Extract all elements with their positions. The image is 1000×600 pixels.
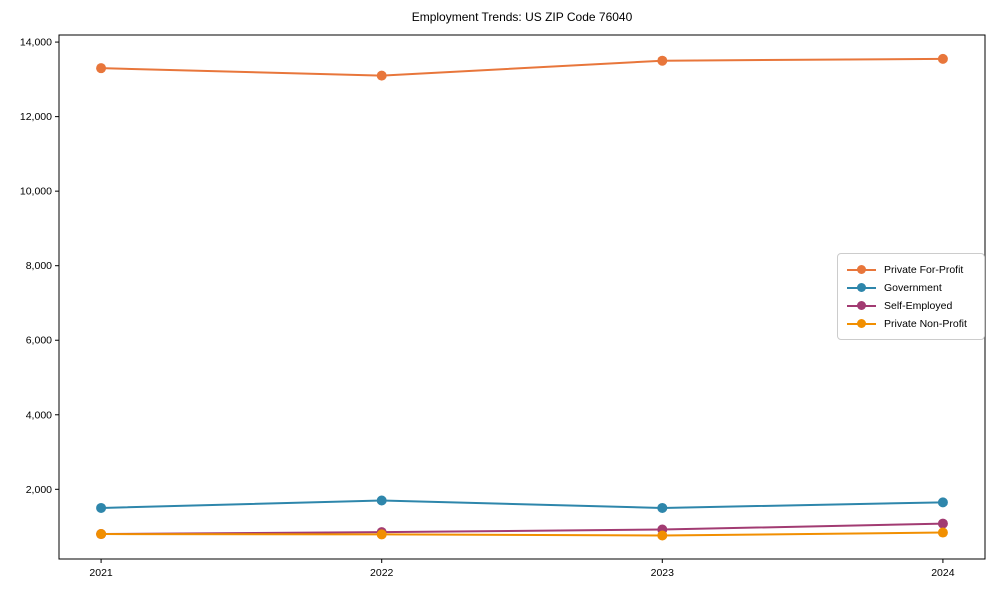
data-point-government-2024 [937, 497, 948, 508]
y-axis-tick-label: 10,000 [20, 186, 52, 198]
legend-label-private-for-profit: Private For-Profit [884, 263, 964, 276]
legend-item-self-employed: Self-Employed [847, 297, 975, 314]
legend-item-private-for-profit: Private For-Profit [847, 261, 975, 278]
data-point-private-for-profit-2024 [937, 53, 948, 64]
series-line-private-non-profit [101, 531, 943, 537]
x-axis-tick-label: 2024 [931, 567, 955, 579]
legend-marker-private-for-profit [847, 265, 876, 275]
data-point-private-for-profit-2021 [96, 63, 107, 74]
data-point-private-non-profit-2024 [937, 527, 948, 538]
legend-label-self-employed: Self-Employed [884, 299, 953, 312]
series-line-self-employed [101, 522, 943, 536]
data-point-private-non-profit-2023 [657, 530, 668, 541]
x-axis-tick-label: 2023 [651, 567, 675, 579]
chart-title: Employment Trends: US ZIP Code 76040 [411, 10, 633, 24]
legend-label-government: Government [884, 281, 942, 294]
y-axis-tick-label: 6,000 [26, 335, 52, 347]
legend-marker-government [847, 283, 876, 293]
y-axis-tick-label: 14,000 [20, 37, 52, 49]
x-axis-tick-label: 2021 [89, 567, 113, 579]
plot-border [58, 34, 986, 560]
y-axis-tick-label: 8,000 [26, 260, 52, 272]
data-point-private-non-profit-2021 [96, 529, 107, 540]
data-point-government-2022 [376, 495, 387, 506]
series-line-private-for-profit [101, 57, 943, 77]
data-point-self-employed-2024 [937, 518, 948, 529]
legend-marker-self-employed [847, 301, 876, 311]
legend-item-government: Government [847, 279, 975, 296]
x-axis-tick-label: 2022 [370, 567, 394, 579]
legend-item-private-non-profit: Private Non-Profit [847, 315, 975, 332]
series-line-government [101, 499, 943, 509]
legend-label-private-non-profit: Private Non-Profit [884, 317, 967, 330]
y-axis-tick-label: 4,000 [26, 409, 52, 421]
y-axis-tick-label: 12,000 [20, 111, 52, 123]
legend-marker-private-non-profit [847, 319, 876, 329]
data-point-government-2023 [657, 502, 668, 513]
data-point-private-for-profit-2023 [657, 55, 668, 66]
legend: Private For-Profit Government Self-Employe… [837, 253, 985, 340]
y-axis-tick-label: 2,000 [26, 484, 52, 496]
data-point-private-for-profit-2022 [376, 70, 387, 81]
data-point-government-2021 [96, 502, 107, 513]
data-point-private-non-profit-2022 [376, 529, 387, 540]
